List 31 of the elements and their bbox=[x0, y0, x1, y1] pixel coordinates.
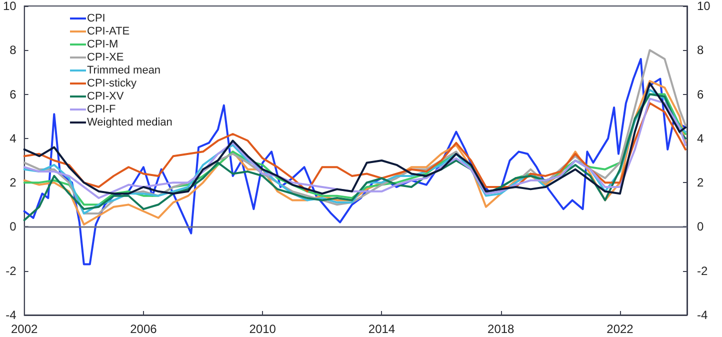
y2-tick-label: 6 bbox=[697, 87, 704, 102]
y2-tick-label: 0 bbox=[697, 220, 704, 234]
legend-label: CPI-XV bbox=[87, 90, 124, 102]
legend-label: CPI-F bbox=[87, 104, 116, 116]
x-tick-label: 2006 bbox=[130, 322, 158, 336]
y-tick-label: -2 bbox=[6, 264, 17, 278]
x-tick-label: 2022 bbox=[606, 322, 634, 336]
y-tick-label: 0 bbox=[10, 220, 17, 234]
y2-tick-label: -4 bbox=[697, 308, 708, 322]
y-tick-label: 6 bbox=[10, 87, 17, 102]
y-tick-label: 4 bbox=[10, 131, 17, 146]
x-tick-label: 2014 bbox=[368, 322, 396, 336]
legend-label: CPI-M bbox=[87, 38, 118, 50]
legend-label: CPI-XE bbox=[87, 52, 124, 64]
legend-label: Trimmed mean bbox=[87, 64, 161, 76]
y-tick-label: 8 bbox=[10, 43, 17, 58]
y2-tick-label: 4 bbox=[697, 131, 704, 146]
y-tick-label: 2 bbox=[10, 176, 17, 190]
y-tick-label: 10 bbox=[2, 0, 17, 13]
y-tick-label: -4 bbox=[6, 308, 17, 322]
legend-label: CPI bbox=[87, 12, 106, 24]
y2-tick-label: 8 bbox=[697, 43, 704, 58]
legend-label: CPI-ATE bbox=[87, 26, 130, 38]
legend-label: CPI-sticky bbox=[87, 78, 137, 90]
x-tick-label: 2002 bbox=[10, 322, 38, 336]
x-tick-label: 2010 bbox=[249, 322, 276, 336]
y2-tick-label: -2 bbox=[697, 264, 708, 278]
y2-tick-label: 2 bbox=[697, 176, 704, 190]
x-tick-label: 2018 bbox=[488, 322, 515, 336]
y2-tick-label: 10 bbox=[697, 0, 711, 13]
legend-label: Weighted median bbox=[87, 116, 172, 128]
